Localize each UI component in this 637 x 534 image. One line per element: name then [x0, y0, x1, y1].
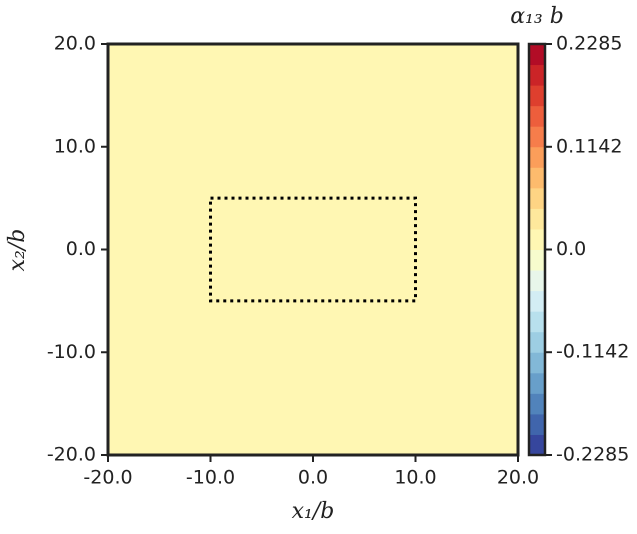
colorbar-band — [529, 290, 545, 312]
colorbar-band — [529, 44, 545, 66]
colorbar-band — [529, 352, 545, 374]
colorbar-band — [529, 434, 545, 456]
colorbar-band — [529, 249, 545, 271]
heatmap-cell — [108, 44, 518, 455]
colorbar-band — [529, 413, 545, 435]
y-tick-label: 10.0 — [54, 135, 96, 157]
y-tick-label: 20.0 — [54, 33, 96, 55]
colorbar-label: α₁₃ b — [510, 4, 564, 29]
x-axis-label: x₁/b — [292, 499, 335, 524]
colorbar — [529, 44, 545, 456]
colorbar-band — [529, 331, 545, 353]
colorbar-tick-label: -0.2285 — [556, 444, 629, 466]
colorbar-band — [529, 85, 545, 107]
colorbar-band — [529, 208, 545, 230]
colorbar-tick-label: 0.2285 — [556, 33, 622, 55]
y-tick-label: -20.0 — [47, 444, 96, 466]
colorbar-band — [529, 146, 545, 168]
x-tick-label: -10.0 — [186, 467, 235, 489]
colorbar-tick-label: 0.0 — [556, 238, 586, 260]
colorbar-band — [529, 311, 545, 333]
colorbar-band — [529, 372, 545, 394]
x-tick-label: -20.0 — [83, 467, 132, 489]
colorbar-tick-label: 0.1142 — [556, 135, 622, 157]
colorbar-band — [529, 187, 545, 209]
colorbar-band — [529, 393, 545, 415]
y-tick-label: 0.0 — [66, 238, 96, 260]
colorbar-band — [529, 167, 545, 189]
colorbar-band — [529, 228, 545, 250]
x-tick-label: 0.0 — [298, 467, 328, 489]
colorbar-band — [529, 105, 545, 127]
y-axis-label: x₂/b — [5, 229, 30, 272]
y-tick-label: -10.0 — [47, 341, 96, 363]
x-tick-label: 10.0 — [394, 467, 436, 489]
colorbar-tick-label: -0.1142 — [556, 341, 629, 363]
colorbar-band — [529, 270, 545, 292]
colorbar-band — [529, 64, 545, 86]
colorbar-band — [529, 126, 545, 148]
x-tick-label: 20.0 — [497, 467, 539, 489]
